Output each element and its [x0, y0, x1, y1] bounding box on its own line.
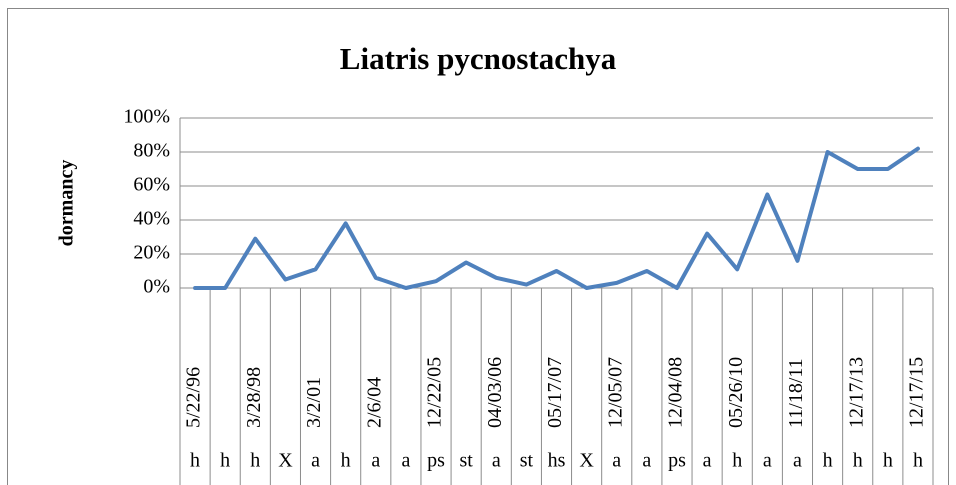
group-label: X	[579, 450, 594, 472]
x-tick-label: 12/22/05	[424, 357, 446, 428]
y-tick-label: 20%	[133, 242, 170, 264]
y-tick-label: 60%	[133, 174, 170, 196]
group-label: h	[190, 450, 200, 472]
group-label: hs	[548, 450, 566, 472]
x-tick-label: 3/2/01	[303, 377, 325, 428]
group-label: a	[401, 450, 410, 472]
group-label: a	[763, 450, 772, 472]
group-label: h	[913, 450, 923, 472]
x-tick-label: 11/18/11	[785, 358, 807, 428]
group-label: h	[250, 450, 260, 472]
group-label: ps	[427, 450, 445, 472]
group-label: st	[520, 450, 534, 472]
chart-frame	[7, 8, 949, 485]
x-tick-label: 12/04/08	[665, 357, 687, 428]
x-tick-label: 05/26/10	[725, 357, 747, 428]
group-label: a	[492, 450, 501, 472]
group-label: h	[823, 450, 833, 472]
group-label: a	[703, 450, 712, 472]
x-tick-label: 3/28/98	[243, 367, 265, 428]
x-tick-label: 05/17/07	[544, 357, 566, 428]
data-line	[193, 146, 920, 290]
y-axis-label: dormancy	[56, 160, 78, 247]
group-label: h	[853, 450, 863, 472]
group-label: a	[793, 450, 802, 472]
y-tick-label: 80%	[133, 140, 170, 162]
x-tick-label: 5/22/96	[183, 367, 205, 428]
y-tick-label: 100%	[123, 106, 170, 128]
group-label: a	[612, 450, 621, 472]
group-label: h	[732, 450, 742, 472]
group-label: st	[459, 450, 473, 472]
group-label: a	[311, 450, 320, 472]
x-tick-label: 04/03/06	[484, 357, 506, 428]
group-label: a	[371, 450, 380, 472]
group-label: h	[883, 450, 893, 472]
y-tick-label: 0%	[143, 276, 170, 298]
x-tick-label: 2/6/04	[363, 377, 385, 428]
group-label: a	[642, 450, 651, 472]
x-tick-label: 12/05/07	[604, 357, 626, 428]
group-label: X	[278, 450, 293, 472]
group-label: ps	[668, 450, 686, 472]
chart-title: Liatris pycnostachya	[340, 41, 617, 76]
group-label: h	[341, 450, 351, 472]
group-label: h	[220, 450, 230, 472]
y-tick-label: 40%	[133, 208, 170, 230]
x-tick-label: 12/17/15	[906, 357, 928, 428]
x-tick-label: 12/17/13	[845, 357, 867, 428]
